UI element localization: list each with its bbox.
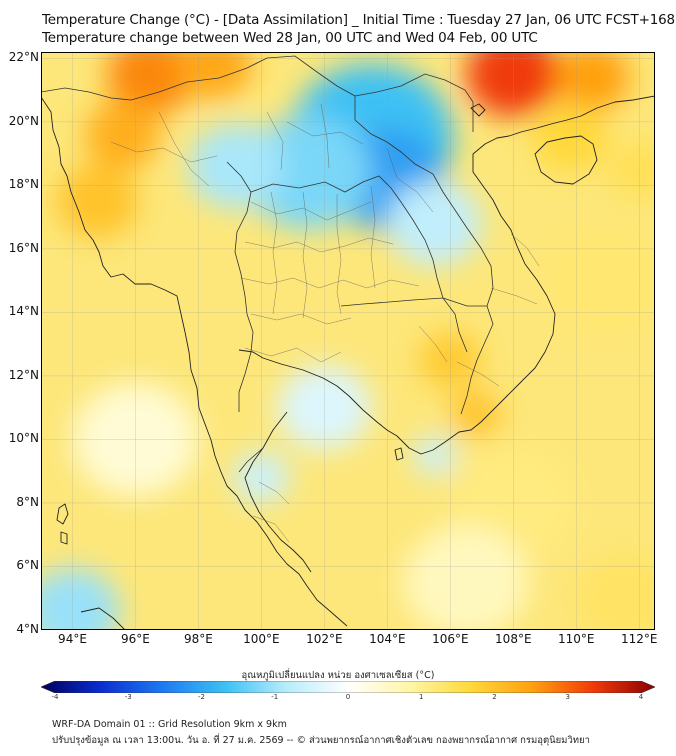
temperature-anomaly-blob: [188, 123, 284, 209]
colorbar-tick-label: 1: [419, 693, 424, 701]
footer-domain-info: WRF-DA Domain 01 :: Grid Resolution 9km …: [52, 719, 287, 730]
map-canvas: [41, 52, 655, 630]
temperature-anomaly-blob: [607, 141, 655, 198]
longitude-label: 98°E: [183, 632, 213, 646]
latitude-label: 18°N: [8, 177, 39, 192]
temperature-map: [41, 52, 655, 630]
colorbar-tick-label: -3: [124, 693, 132, 701]
longitude-label: 106°E: [432, 632, 469, 646]
province-borders: [110, 103, 540, 543]
temperature-anomaly-blob: [176, 52, 252, 99]
national-borders: [41, 55, 494, 473]
latitude-label: 6°N: [16, 558, 39, 573]
temperature-field: [41, 52, 655, 630]
colorbar-label: อุณหภูมิเปลี่ยนแปลง หน่วย องศาเซลเซียส (…: [241, 670, 435, 681]
longitude-label: 100°E: [243, 632, 280, 646]
latitude-label: 14°N: [8, 304, 39, 319]
temperature-anomaly-blob: [544, 223, 655, 338]
map-gridlines: [41, 52, 655, 630]
footer-update-info: ปรับปรุงข้อมูล ณ เวลา 13:00น. วัน อ. ที่…: [52, 735, 590, 746]
longitude-label: 94°E: [58, 632, 87, 646]
temperature-anomaly-blob: [403, 525, 530, 630]
colorbar-tick-label: 2: [492, 693, 497, 701]
latitude-label: 22°N: [8, 50, 39, 65]
latitude-label: 16°N: [8, 240, 39, 255]
temperature-anomaly-blob: [554, 52, 630, 112]
longitude-label: 96°E: [121, 632, 150, 646]
colorbar-tick-label: -1: [271, 693, 279, 701]
latitude-label: 10°N: [8, 431, 39, 446]
latitude-label: 20°N: [8, 113, 39, 128]
longitude-label: 104°E: [369, 632, 406, 646]
latitude-label: 12°N: [8, 367, 39, 382]
temperature-anomaly-blob: [85, 100, 161, 169]
map-title-line1: Temperature Change (°C) - [Data Assimila…: [42, 12, 675, 28]
longitude-label: 110°E: [558, 632, 595, 646]
map-title-line2: Temperature change between Wed 28 Jan, 0…: [42, 30, 538, 46]
temperature-anomaly-blob: [412, 435, 457, 476]
longitude-label: 102°E: [306, 632, 343, 646]
temperature-anomaly-blob: [387, 180, 482, 267]
colorbar-gradient: [41, 681, 655, 693]
colorbar-tick-label: 0: [345, 693, 351, 701]
temperature-anomaly-blob: [56, 164, 139, 239]
colorbar-tick-label: 4: [638, 693, 644, 701]
longitude-label: 108°E: [495, 632, 532, 646]
latitude-label: 4°N: [16, 622, 39, 636]
coastlines: [41, 95, 655, 630]
map-frame: [41, 52, 655, 630]
colorbar: [41, 681, 655, 693]
temperature-anomaly-blob: [245, 116, 372, 230]
temperature-anomaly-blob: [41, 568, 120, 630]
colorbar-tick-label: 3: [565, 693, 570, 701]
colorbar-tick-label: -4: [51, 693, 59, 701]
temperature-anomaly-blob: [576, 555, 655, 630]
latitude-label: 8°N: [16, 494, 39, 509]
longitude-label: 112°E: [621, 632, 658, 646]
temperature-anomaly-blob: [450, 391, 501, 437]
temperature-anomaly-blob: [107, 52, 196, 114]
colorbar-tick-label: -2: [198, 693, 205, 701]
